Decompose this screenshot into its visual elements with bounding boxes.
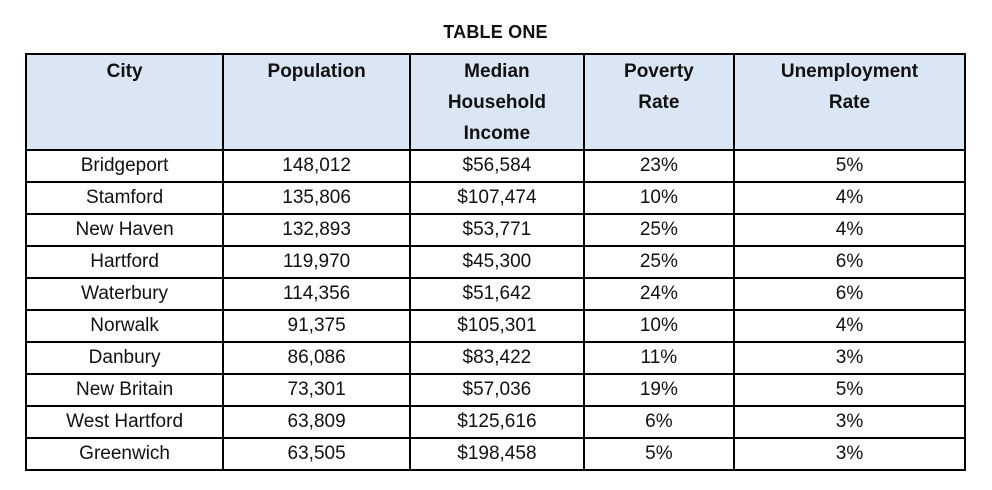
table-cell: Bridgeport	[24, 149, 225, 183]
table-cell: 86,086	[222, 341, 412, 375]
table-row: Norwalk 91,375 $105,301 10% 4%	[24, 309, 967, 343]
table-cell: $198,458	[409, 437, 585, 471]
table-cell: 11%	[582, 341, 735, 375]
table-cell: 25%	[582, 213, 735, 247]
table-cell: 4%	[732, 181, 967, 215]
table-cell: $83,422	[409, 341, 585, 375]
table-cell: 73,301	[222, 373, 412, 407]
table-cell: 4%	[732, 309, 967, 343]
table-cell: 3%	[732, 341, 967, 375]
table-cell: 135,806	[222, 181, 412, 215]
table-cell: $53,771	[409, 213, 585, 247]
table-cell: $56,584	[409, 149, 585, 183]
column-header-unemployment-rate: Unemployment Rate	[732, 53, 967, 151]
table-cell: $105,301	[409, 309, 585, 343]
table-row: Hartford 119,970 $45,300 25% 6%	[24, 245, 967, 279]
table-cell: 4%	[732, 213, 967, 247]
table-cell: 119,970	[222, 245, 412, 279]
table-row: Danbury 86,086 $83,422 11% 3%	[24, 341, 967, 375]
table-cell: New Britain	[24, 373, 225, 407]
table-cell: Danbury	[24, 341, 225, 375]
table-cell: 5%	[732, 373, 967, 407]
table-row: New Britain 73,301 $57,036 19% 5%	[24, 373, 967, 407]
table-cell: Stamford	[24, 181, 225, 215]
table-cell: Norwalk	[24, 309, 225, 343]
table-cell: Greenwich	[24, 437, 225, 471]
table-cell: 10%	[582, 309, 735, 343]
column-header-population: Population	[222, 53, 412, 151]
table-cell: 5%	[582, 437, 735, 471]
table-cell: 25%	[582, 245, 735, 279]
table-cell: 23%	[582, 149, 735, 183]
table-cell: Hartford	[24, 245, 225, 279]
table-cell: Waterbury	[24, 277, 225, 311]
table-cell: 132,893	[222, 213, 412, 247]
table-row: Waterbury 114,356 $51,642 24% 6%	[24, 277, 967, 311]
table-cell: 114,356	[222, 277, 412, 311]
table-cell: $57,036	[409, 373, 585, 407]
column-header-city: City	[24, 53, 225, 151]
table-cell: $45,300	[409, 245, 585, 279]
table-cell: 63,809	[222, 405, 412, 439]
table-cell: $107,474	[409, 181, 585, 215]
table-cell: New Haven	[24, 213, 225, 247]
table-cell: 6%	[582, 405, 735, 439]
table-cell: $125,616	[409, 405, 585, 439]
table-cell: 3%	[732, 405, 967, 439]
table-row: New Haven 132,893 $53,771 25% 4%	[24, 213, 967, 247]
table-cell: 3%	[732, 437, 967, 471]
table-cell: 6%	[732, 277, 967, 311]
table-row: West Hartford 63,809 $125,616 6% 3%	[24, 405, 967, 439]
table-cell: 6%	[732, 245, 967, 279]
data-table: City Population Median Household Income Pover…	[24, 53, 967, 471]
table-body: Bridgeport 148,012 $56,584 23% 5% Stamford 135…	[24, 149, 967, 471]
table-cell: 5%	[732, 149, 967, 183]
table-cell: 19%	[582, 373, 735, 407]
table-cell: 63,505	[222, 437, 412, 471]
column-header-poverty-rate: Poverty Rate	[582, 53, 735, 151]
table-cell: West Hartford	[24, 405, 225, 439]
table-row: Stamford 135,806 $107,474 10% 4%	[24, 181, 967, 215]
table-header-row: City Population Median Household Income Pover…	[24, 53, 967, 151]
table-cell: 91,375	[222, 309, 412, 343]
table-row: Bridgeport 148,012 $56,584 23% 5%	[24, 149, 967, 183]
table-cell: $51,642	[409, 277, 585, 311]
table-cell: 148,012	[222, 149, 412, 183]
table-cell: 10%	[582, 181, 735, 215]
column-header-median-household-income: Median Household Income	[409, 53, 585, 151]
table-title: TABLE ONE	[443, 22, 548, 42]
table-row: Greenwich 63,505 $198,458 5% 3%	[24, 437, 967, 471]
table-cell: 24%	[582, 277, 735, 311]
